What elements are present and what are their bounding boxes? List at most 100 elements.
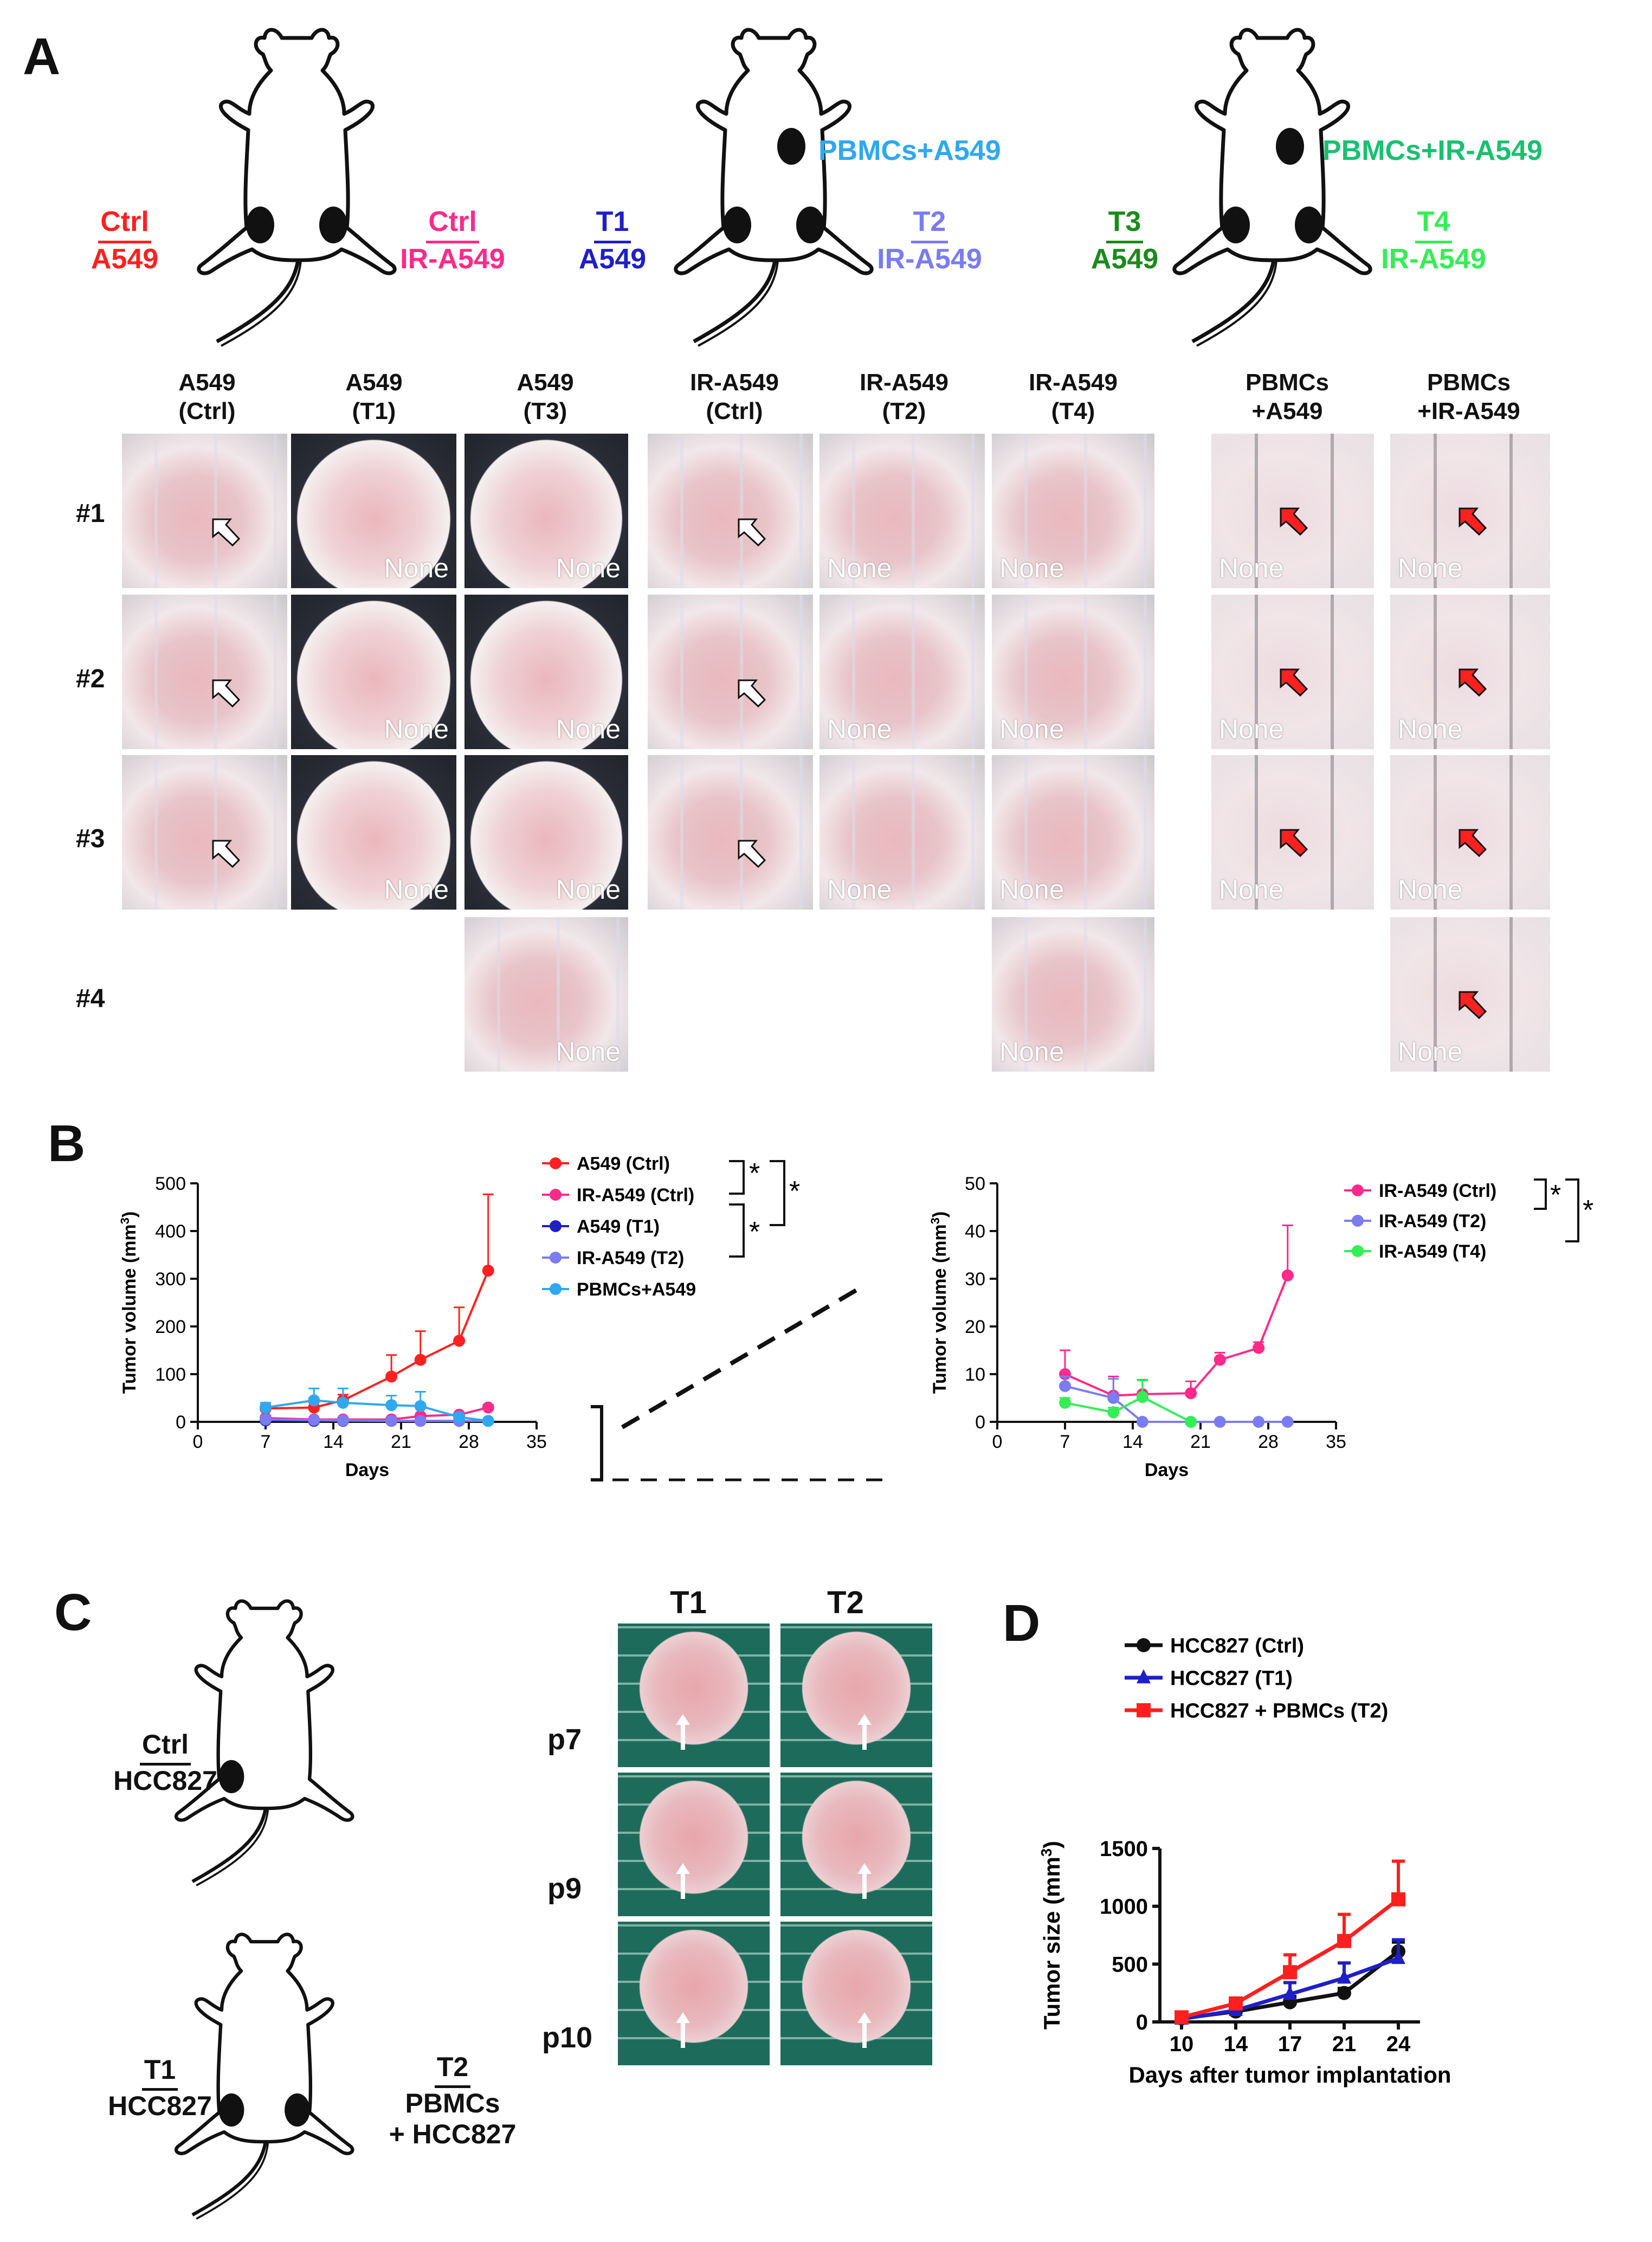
data-point xyxy=(1107,1392,1120,1404)
data-point xyxy=(1107,1406,1120,1419)
legend-marker xyxy=(550,1189,562,1201)
data-point xyxy=(337,1414,349,1427)
data-point xyxy=(1185,1387,1197,1400)
legend-label: A549 (Ctrl) xyxy=(577,1154,670,1174)
mouse-photo: None xyxy=(1390,917,1550,1072)
panel-letter-b: B xyxy=(48,1114,86,1172)
y-tick-label: 200 xyxy=(155,1317,186,1337)
x-tick-label: 10 xyxy=(1170,2032,1194,2056)
mouse-photo: None xyxy=(464,917,628,1072)
none-label: None xyxy=(1398,714,1463,744)
series-line xyxy=(1064,1395,1192,1423)
y-tick-label: 300 xyxy=(155,1269,186,1290)
legend-marker xyxy=(1352,1184,1364,1196)
data-point xyxy=(1391,1892,1405,1906)
data-point xyxy=(1253,1416,1265,1428)
white-arrow-icon xyxy=(738,518,766,547)
data-point xyxy=(1281,1416,1294,1428)
col-head-ir-ctrl: IR-A549 (Ctrl) xyxy=(690,369,779,424)
y-axis-title-close: ) xyxy=(1039,1841,1064,1848)
x-tick-label: 14 xyxy=(323,1432,344,1452)
x-tick-label: 21 xyxy=(391,1432,411,1452)
scheme-hcc-t1-label: T1 HCC827 xyxy=(108,2054,212,2121)
data-point xyxy=(482,1401,494,1414)
mouse-photo xyxy=(122,595,287,749)
y-tick-label: 400 xyxy=(155,1221,186,1242)
mouse-photo: None xyxy=(464,434,628,588)
data-point xyxy=(1136,1391,1148,1403)
sig-star: * xyxy=(789,1176,800,1207)
none-label: None xyxy=(999,553,1064,583)
white-arrow-icon xyxy=(212,679,241,708)
none-label: None xyxy=(1219,714,1284,744)
x-axis-title: Days xyxy=(1145,1460,1189,1480)
red-arrow-icon xyxy=(1459,668,1487,697)
panel-letter-c: C xyxy=(54,1583,92,1641)
legend-marker xyxy=(550,1220,562,1232)
chart-b-right: 0 10 20 30 40 50 0 7 14 21 28 35 Days Tumor volume (m… xyxy=(928,1174,1594,1480)
scheme-pbmc-ir-label: PBMCs+IR-A549 xyxy=(1322,135,1543,166)
none-label: None xyxy=(1398,874,1463,905)
mouse-photo xyxy=(648,595,813,749)
red-arrow-icon xyxy=(1280,829,1308,858)
row-head-1: #1 xyxy=(76,499,105,528)
series-line xyxy=(1064,1275,1289,1397)
data-point xyxy=(453,1411,466,1423)
none-label: None xyxy=(556,1036,621,1067)
white-arrow-icon xyxy=(212,518,241,547)
x-tick-label: 35 xyxy=(526,1432,547,1452)
mouse-photo: None xyxy=(819,595,985,749)
data-point xyxy=(1214,1416,1226,1428)
scheme-ctrl-a549-label: Ctrl A549 xyxy=(91,206,159,275)
panel-d-chart: 0 500 1000 1500 10 14 17 21 24 Days after tumor i… xyxy=(1038,1635,1451,2088)
col-head-pbmc-a549: PBMCs +A549 xyxy=(1245,369,1330,424)
col-head-pbmc-ir: PBMCs +IR-A549 xyxy=(1417,369,1520,424)
legend-marker xyxy=(1352,1245,1364,1257)
red-arrow-icon xyxy=(1280,668,1308,697)
col-head-ir-t2: IR-A549 (T2) xyxy=(860,369,948,424)
mouse-photo: None xyxy=(819,434,985,588)
data-point xyxy=(1214,1354,1226,1366)
mouse-photo: None xyxy=(291,434,456,588)
mouse-photo: None xyxy=(291,755,456,910)
legend-label: IR-A549 (T2) xyxy=(577,1248,684,1268)
col-head-ir-t4: IR-A549 (T4) xyxy=(1029,369,1118,424)
y-tick-label: 0 xyxy=(975,1412,985,1433)
y-tick-label: 10 xyxy=(965,1364,985,1385)
data-point xyxy=(385,1399,398,1412)
y-tick-label: 40 xyxy=(965,1221,985,1242)
data-point xyxy=(453,1335,466,1347)
mouse-photo: None xyxy=(992,917,1154,1072)
panel-c-row-p7: p7 xyxy=(547,1723,582,1756)
mouse-photo: None xyxy=(1390,755,1550,910)
series-line xyxy=(1064,1385,1288,1423)
up-arrow-icon xyxy=(857,1714,872,1750)
sig-star: * xyxy=(1583,1195,1593,1226)
legend-marker xyxy=(1137,1638,1151,1652)
data-point xyxy=(337,1396,349,1409)
y-tick-label: 0 xyxy=(176,1412,186,1433)
hcc-mouse-photo xyxy=(618,1623,770,1767)
data-point xyxy=(482,1415,494,1427)
none-label: None xyxy=(827,874,892,905)
mouse-schematic-hcc-t1-t2 xyxy=(175,1932,354,2220)
red-arrow-icon xyxy=(1280,507,1308,536)
row-head-4: #4 xyxy=(76,984,105,1013)
red-arrow-icon xyxy=(1459,991,1487,1020)
y-tick-label: 500 xyxy=(155,1174,186,1194)
mouse-schematic-pbmc-a549 xyxy=(674,28,874,347)
scheme-t3-label: T3 A549 xyxy=(1090,206,1159,275)
x-axis-title: Days after tumor implantation xyxy=(1128,2062,1451,2088)
x-tick-label: 14 xyxy=(1224,2032,1248,2056)
none-label: None xyxy=(1219,553,1284,583)
mouse-photo: None xyxy=(1211,755,1374,910)
x-tick-label: 21 xyxy=(1190,1432,1211,1452)
hcc-mouse-photo xyxy=(780,1922,932,2065)
y-tick-label: 20 xyxy=(965,1317,985,1337)
y-axis-title: Tumor volume (mm3) xyxy=(118,1212,140,1394)
y-tick-label: 500 xyxy=(1112,1953,1148,1976)
data-point xyxy=(1136,1416,1148,1428)
mouse-photo: None xyxy=(1211,595,1374,749)
mouse-photo xyxy=(122,755,287,910)
data-point xyxy=(1253,1342,1265,1354)
